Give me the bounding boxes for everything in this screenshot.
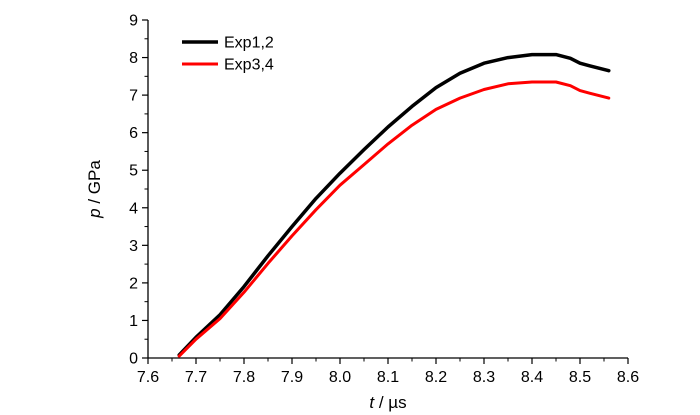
- y-axis-unit: / GPa: [85, 160, 104, 209]
- x-tick-label: 7.6: [137, 369, 159, 386]
- legend: Exp1,2 Exp3,4: [182, 35, 274, 74]
- x-axis-ticks: 7.6 7.7 7.8 7.9 8.0 8.1 8.2 8.3 8.4 8.5 8.6: [137, 358, 639, 386]
- x-tick-label: 7.8: [233, 369, 255, 386]
- y-tick-label: 2: [129, 275, 138, 292]
- y-tick-label: 5: [129, 163, 138, 180]
- x-axis-title: t / µs: [369, 393, 406, 412]
- y-tick-label: 8: [129, 50, 138, 67]
- y-tick-label: 6: [129, 125, 138, 142]
- y-tick-label: 3: [129, 238, 138, 255]
- x-tick-label: 7.7: [185, 369, 207, 386]
- x-tick-label: 8.4: [521, 369, 543, 386]
- y-axis-variable: p: [85, 208, 104, 218]
- series-layer: [177, 52, 611, 358]
- y-tick-label: 7: [129, 88, 138, 105]
- legend-label-2: Exp3,4: [224, 57, 274, 74]
- y-tick-label: 9: [129, 13, 138, 30]
- x-tick-label: 8.5: [569, 369, 591, 386]
- legend-label-1: Exp1,2: [224, 35, 274, 52]
- y-tick-label: 0: [129, 351, 138, 368]
- series-line-1: [177, 52, 611, 357]
- y-tick-label: 1: [129, 313, 138, 330]
- x-axis-unit: / µs: [374, 393, 406, 412]
- x-tick-label: 7.9: [281, 369, 303, 386]
- x-tick-label: 8.3: [473, 369, 495, 386]
- x-tick-label: 8.2: [425, 369, 447, 386]
- axes: [147, 20, 628, 359]
- y-tick-label: 4: [129, 200, 138, 217]
- series-line-2: [177, 80, 611, 358]
- x-tick-label: 8.1: [377, 369, 399, 386]
- x-tick-label: 8.6: [617, 369, 639, 386]
- x-axis-variable: t: [369, 393, 375, 412]
- y-axis-ticks: 0 1 2 3 4 5 6 7 8 9: [129, 13, 148, 368]
- y-axis-title: p / GPa: [85, 160, 104, 219]
- x-tick-label: 8.0: [329, 369, 351, 386]
